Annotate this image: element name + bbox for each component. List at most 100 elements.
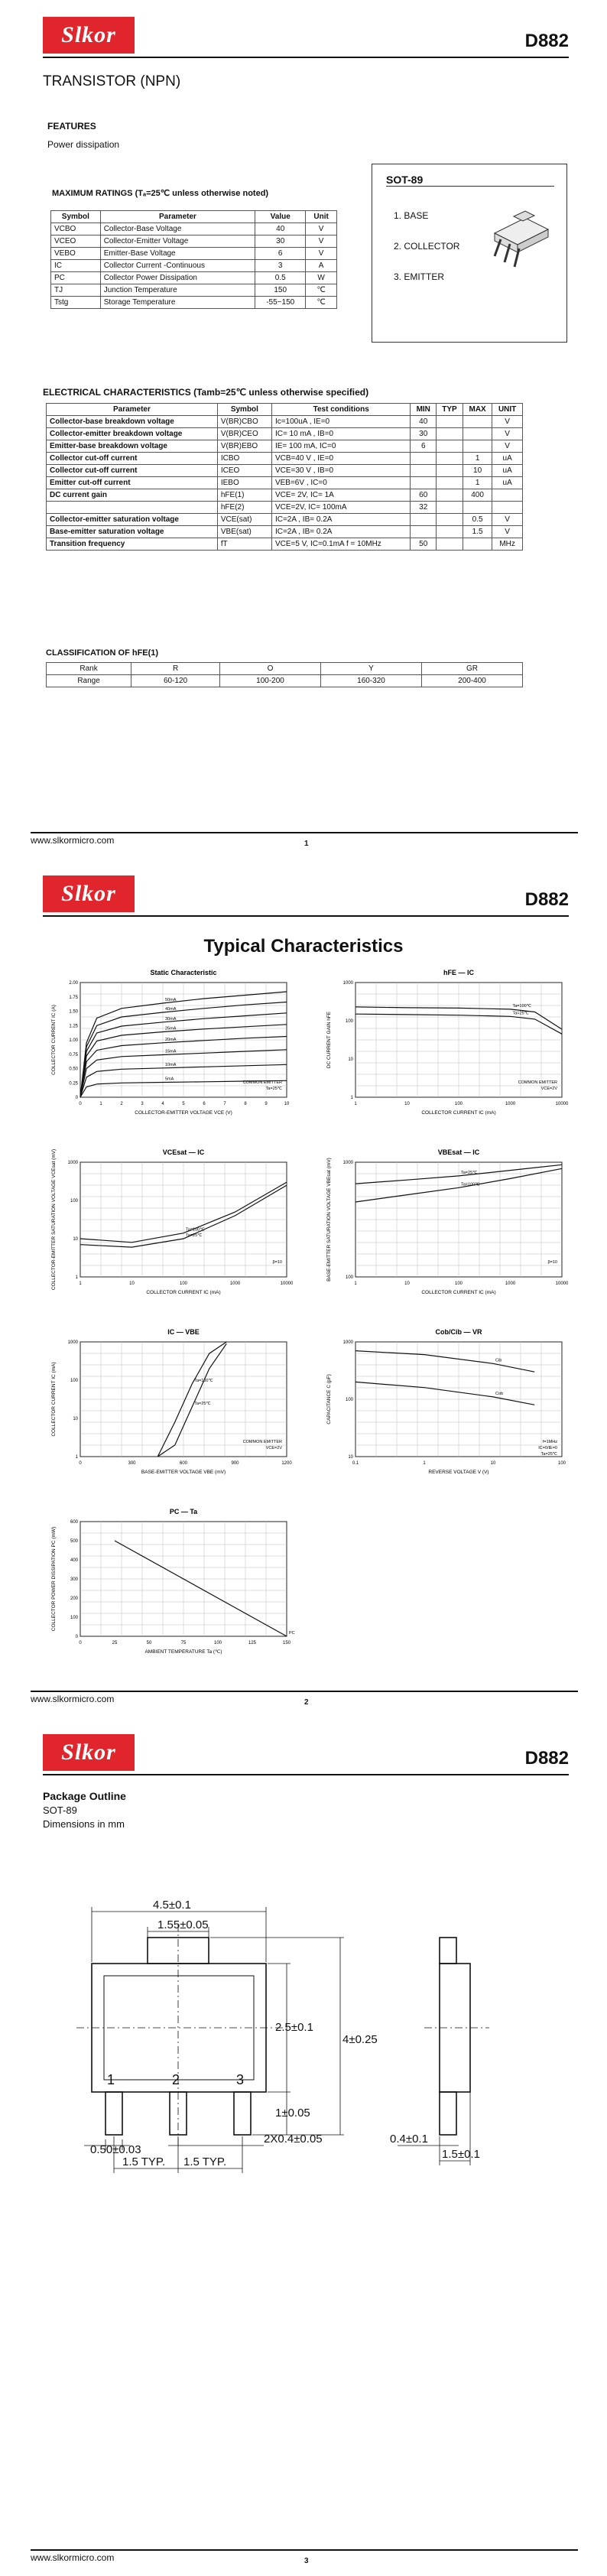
y-tick-label: 1.00: [69, 1038, 78, 1043]
footer-url[interactable]: www.slkormicro.com: [31, 835, 115, 846]
x-tick-label: 25: [112, 1641, 118, 1645]
y-axis-label: DC CURRENT GAIN hFE: [326, 1011, 332, 1068]
y-tick-label: 1.25: [69, 1024, 78, 1028]
class-cell: GR: [420, 662, 524, 675]
elec-cell: IEBO: [216, 476, 272, 489]
y-tick-label: 1: [76, 1455, 79, 1460]
table-row: Tstg Storage Temperature -55~150 ℃: [50, 296, 337, 309]
max-cell: 3: [255, 259, 307, 272]
elec-cell: fT: [216, 538, 272, 551]
footer-url[interactable]: www.slkormicro.com: [31, 2552, 115, 2563]
elec-cell: 0.5: [462, 513, 493, 526]
package-outline-heading: Package Outline: [43, 1790, 126, 1802]
dim-tab: 1.55±0.05: [157, 1918, 209, 1931]
x-axis-label: COLLECTOR-EMITTER VOLTAGE VCE (V): [135, 1110, 232, 1116]
elec-cell: Emitter-base breakdown voltage: [46, 440, 218, 453]
series-line: [80, 1181, 287, 1243]
max-header-cell: Symbol: [50, 210, 101, 223]
x-axis-label: AMBIENT TEMPERATURE Ta (℃): [144, 1649, 222, 1655]
package-outline-drawing: 4.5±0.1 1.55±0.05 2.5±0.1 4±0.25 1±0.05 …: [76, 1899, 489, 2173]
pin-base: 1. BASE: [394, 210, 429, 221]
max-cell: VEBO: [50, 247, 101, 260]
pin-label-1: 1: [107, 2072, 115, 2087]
table-row: Transition frequency fT VCE=5 V, IC=0.1mA …: [46, 538, 523, 551]
elec-cell: V: [492, 440, 523, 453]
x-tick-label: 1: [79, 1282, 82, 1286]
elec-header-cell: MIN: [410, 403, 437, 416]
max-cell: Collector-Emitter Voltage: [99, 235, 256, 248]
table-row: Collector-emitter breakdown voltage V(BR)…: [46, 427, 523, 440]
y-tick-label: 1000: [68, 1161, 79, 1165]
header-rule: [43, 915, 569, 917]
series-line: [80, 1049, 287, 1098]
sot89-package-icon: [493, 210, 550, 268]
x-tick-label: 10: [404, 1102, 410, 1106]
max-header-cell: Parameter: [99, 210, 256, 223]
elec-cell: IC= 10 mA , IB=0: [271, 427, 411, 440]
elec-header-cell: MAX: [462, 403, 493, 416]
x-tick-label: 1000: [505, 1282, 516, 1286]
y-tick-label: 1000: [343, 1340, 354, 1345]
dimensions-unit: Dimensions in mm: [43, 1818, 125, 1830]
typical-title: Typical Characteristics: [203, 936, 404, 957]
y-tick-label: 0.75: [69, 1053, 78, 1057]
class-cell: 100-200: [219, 674, 321, 687]
series-label: PC: [289, 1631, 295, 1636]
classification-heading: CLASSIFICATION OF hFE(1): [46, 648, 159, 658]
elec-cell: IC=2A , IB= 0.2A: [271, 513, 411, 526]
x-tick-label: 100: [455, 1282, 463, 1286]
series-label: 30mA: [165, 1017, 177, 1022]
elec-cell: [436, 525, 463, 538]
x-tick-label: 100: [455, 1102, 463, 1106]
table-row: Range 60-120 100-200 160-320 200-400: [45, 674, 524, 687]
max-cell: -55~150: [255, 296, 307, 309]
x-tick-label: 100: [180, 1282, 188, 1286]
elec-cell: [462, 427, 493, 440]
header-rule: [43, 1774, 569, 1775]
x-axis-label: COLLECTOR CURRENT IC (mA): [146, 1290, 220, 1295]
elec-cell: [46, 501, 218, 514]
max-cell: Emitter-Base Voltage: [99, 247, 256, 260]
elec-cell: [436, 440, 463, 453]
class-cell: 60-120: [131, 674, 221, 687]
footer-url[interactable]: www.slkormicro.com: [31, 1694, 115, 1704]
y-tick-label: 500: [70, 1539, 79, 1544]
elec-cell: hFE(2): [216, 501, 272, 514]
y-tick-label: 600: [70, 1520, 79, 1525]
series-label: Ta=25℃: [194, 1402, 211, 1406]
x-tick-label: 600: [180, 1461, 188, 1466]
elec-cell: uA: [492, 464, 523, 477]
table-row: TJ Junction Temperature 150 ℃: [50, 284, 337, 297]
dim-pitch: 2X0.4±0.05: [264, 2133, 323, 2146]
max-cell: Collector-Base Voltage: [99, 223, 256, 236]
series-line: [114, 1540, 287, 1637]
series-line: [355, 1164, 563, 1184]
table-row: Rank R O Y GR: [45, 662, 524, 675]
max-cell: 30: [255, 235, 307, 248]
max-cell: V: [305, 223, 337, 236]
x-tick-label: 1: [423, 1461, 426, 1466]
elec-cell: [436, 452, 463, 465]
chart-annotation: f=1MHz: [543, 1440, 557, 1444]
series-label: 50mA: [165, 998, 177, 1002]
elec-cell: V: [492, 525, 523, 538]
elec-cell: 1: [462, 452, 493, 465]
dim-width: 4.5±0.1: [153, 1899, 191, 1912]
elec-cell: [462, 538, 493, 551]
elec-header-cell: Symbol: [216, 403, 272, 416]
elec-cell: 30: [410, 427, 437, 440]
elec-cell: [436, 501, 463, 514]
elec-cell: uA: [492, 476, 523, 489]
chart-annotation: Ta=25℃: [266, 1087, 283, 1091]
chart-annotation: β=10: [548, 1260, 558, 1265]
class-cell: Range: [45, 674, 132, 687]
y-tick-label: 300: [70, 1577, 79, 1582]
elec-cell: VCE(sat): [216, 513, 272, 526]
x-tick-label: 1000: [230, 1282, 241, 1286]
page-3: Slkor D882 Package Outline SOT-89 Dimens…: [0, 1717, 607, 2576]
elec-header-cell: TYP: [436, 403, 463, 416]
max-cell: V: [305, 247, 337, 260]
page-2: Slkor D882 Typical Characteristics Stati…: [0, 859, 607, 1717]
x-tick-label: 10000: [281, 1282, 294, 1286]
dim-side: 1.5±0.1: [442, 2148, 480, 2161]
